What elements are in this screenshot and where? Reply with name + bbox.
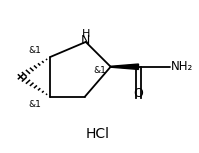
- Text: H: H: [82, 29, 90, 39]
- Text: &1: &1: [94, 66, 106, 75]
- Text: O: O: [134, 87, 143, 99]
- Polygon shape: [111, 64, 139, 69]
- Text: NH₂: NH₂: [171, 60, 193, 73]
- Text: &1: &1: [28, 46, 41, 55]
- Text: N: N: [81, 34, 90, 47]
- Text: &1: &1: [28, 100, 41, 109]
- Text: HCl: HCl: [85, 127, 109, 141]
